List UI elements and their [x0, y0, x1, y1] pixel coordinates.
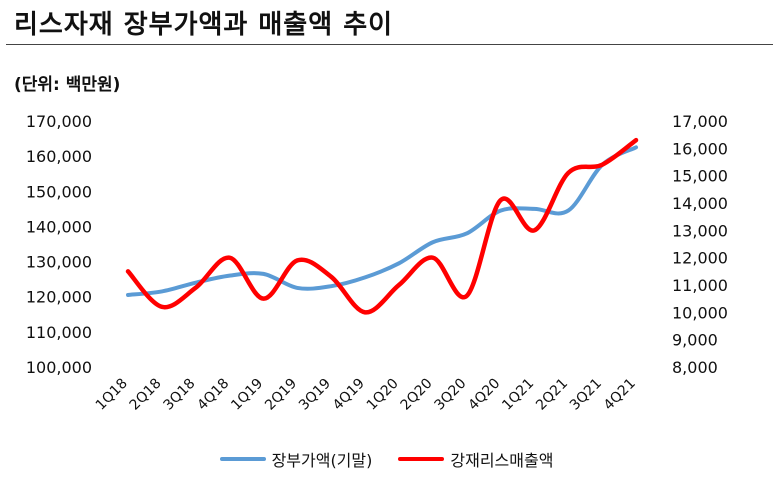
x-tick-label: 1Q20: [364, 376, 402, 414]
x-axis-ticks: 1Q182Q183Q184Q181Q192Q193Q194Q191Q202Q20…: [93, 376, 639, 414]
x-tick-label: 4Q19: [330, 376, 368, 414]
series-line-1: [126, 145, 638, 297]
left-tick-label: 120,000: [26, 288, 92, 307]
x-tick-label: 3Q18: [161, 376, 199, 414]
legend: 장부가액(기말) 강재리스매출액: [0, 447, 773, 471]
left-tick-label: 150,000: [26, 182, 92, 201]
left-tick-label: 160,000: [26, 147, 92, 166]
legend-label-lease-sales: 강재리스매출액: [450, 451, 554, 470]
x-tick-label: 2Q18: [127, 376, 165, 414]
chart-title: 리스자재 장부가액과 매출액 추이: [14, 10, 394, 40]
right-tick-label: 15,000: [672, 167, 728, 186]
right-axis-ticks: 8,000 9,000 10,000 11,000 12,000 13,000 14,000…: [672, 112, 728, 377]
series-layer: [125, 137, 639, 315]
right-tick-label: 8,000: [672, 358, 718, 377]
x-tick-label: 4Q18: [194, 376, 232, 414]
right-tick-label: 12,000: [672, 249, 728, 268]
x-tick-label: 1Q19: [228, 376, 266, 414]
left-tick-label: 100,000: [26, 358, 92, 377]
left-tick-label: 140,000: [26, 217, 92, 236]
x-tick-label: 3Q20: [431, 376, 469, 414]
legend-label-book-value: 장부가액(기말): [271, 451, 373, 470]
right-tick-label: 17,000: [672, 112, 728, 131]
x-tick-label: 1Q18: [93, 376, 131, 414]
x-tick-label: 2Q21: [533, 376, 571, 414]
x-tick-label: 4Q20: [465, 376, 503, 414]
right-tick-label: 11,000: [672, 276, 728, 295]
right-tick-label: 9,000: [672, 331, 718, 350]
left-tick-label: 170,000: [26, 112, 92, 131]
series-line-2: [125, 137, 639, 315]
legend-item-book-value: 장부가액(기말): [219, 447, 373, 471]
x-tick-label: 2Q19: [262, 376, 300, 414]
right-tick-label: 13,000: [672, 221, 728, 240]
left-tick-label: 130,000: [26, 253, 92, 272]
unit-label: (단위: 백만원): [14, 75, 121, 95]
legend-swatch-book-value: [219, 457, 266, 461]
legend-item-lease-sales: 강재리스매출액: [398, 447, 553, 471]
title-divider: [6, 44, 773, 45]
right-tick-label: 16,000: [672, 139, 728, 158]
x-tick-label: 3Q19: [296, 376, 334, 414]
x-tick-label: 4Q21: [601, 376, 639, 414]
legend-swatch-lease-sales: [398, 457, 445, 461]
left-axis-ticks: 100,000 110,000 120,000 130,000 140,000 150,0…: [26, 112, 92, 377]
x-tick-label: 3Q21: [567, 376, 605, 414]
x-tick-label: 2Q20: [398, 376, 436, 414]
left-tick-label: 110,000: [26, 323, 92, 342]
x-tick-label: 1Q21: [499, 376, 537, 414]
right-tick-label: 14,000: [672, 194, 728, 213]
right-tick-label: 10,000: [672, 303, 728, 322]
